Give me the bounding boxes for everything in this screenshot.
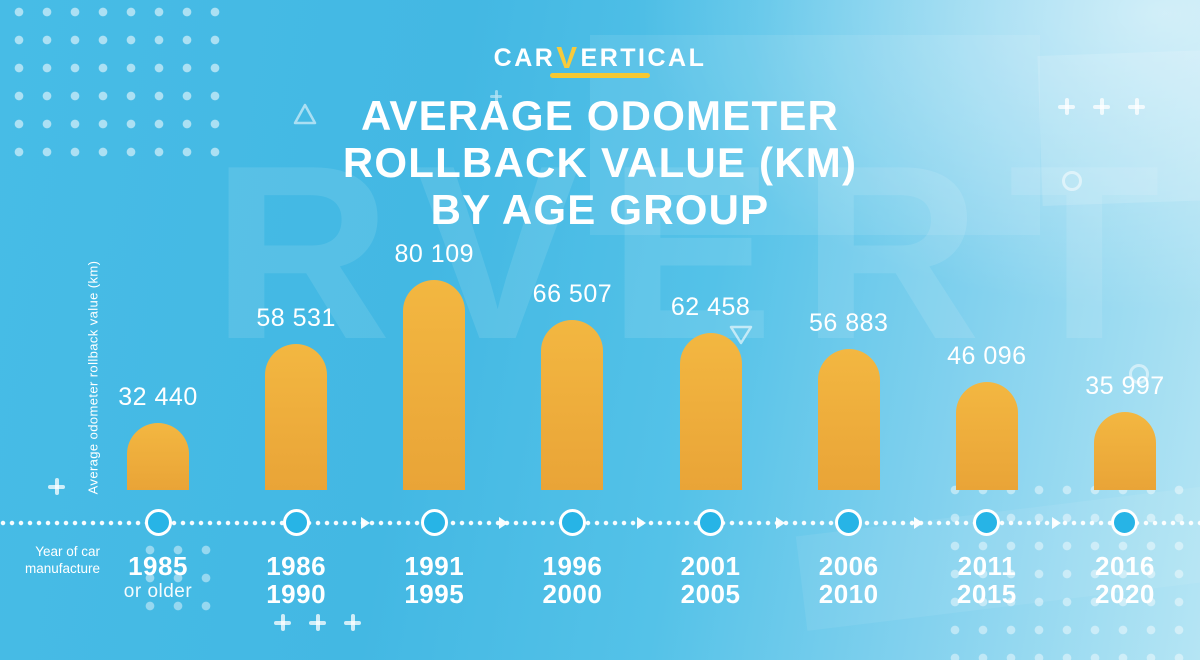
timeline-dot bbox=[1111, 509, 1139, 536]
x-category-bottom: 2020 bbox=[1095, 579, 1155, 609]
title-line-3: BY AGE GROUP bbox=[430, 186, 770, 233]
plus-icon bbox=[1058, 98, 1075, 115]
x-category-bottom: or older bbox=[123, 581, 193, 602]
plus-icon bbox=[309, 614, 326, 631]
bar-value-label: 46 096 bbox=[947, 342, 1027, 370]
x-category-top: 2016 bbox=[1095, 551, 1155, 581]
x-category-label: 2001 2005 bbox=[626, 552, 796, 608]
bar-value-label: 56 883 bbox=[808, 309, 889, 337]
timeline-dot bbox=[420, 509, 448, 536]
logo-car-text: CAR bbox=[493, 44, 556, 72]
logo-underline bbox=[550, 73, 650, 78]
circle-outline-icon bbox=[1129, 364, 1149, 384]
x-category-bottom: 2000 bbox=[542, 579, 603, 609]
carvertical-logo: CARVERTICAL bbox=[0, 38, 1200, 75]
arrow-right-icon bbox=[775, 517, 785, 529]
chart-bar bbox=[955, 382, 1018, 490]
plus-icon bbox=[344, 614, 361, 631]
x-category-top: 1996 bbox=[542, 551, 603, 581]
timeline-dot bbox=[973, 509, 1001, 536]
triangle-down-icon bbox=[729, 325, 753, 345]
chart-bar bbox=[541, 320, 604, 490]
triangle-up-icon bbox=[293, 103, 317, 125]
x-category-bottom: 1990 bbox=[266, 579, 327, 609]
x-category-label: 1996 2000 bbox=[487, 552, 657, 608]
arrow-right-icon bbox=[499, 517, 509, 529]
plus-icon bbox=[1128, 98, 1145, 115]
dot-grid-icon bbox=[136, 536, 222, 622]
timeline-dot bbox=[835, 509, 863, 536]
page-title: AVERAGE ODOMETER ROLLBACK VALUE (KM) BY … bbox=[0, 92, 1200, 233]
plus-icon bbox=[1093, 98, 1110, 115]
x-category-label: 1991 1995 bbox=[349, 552, 519, 608]
timeline-dot bbox=[697, 509, 725, 536]
x-category-label: 2016 2020 bbox=[1040, 552, 1200, 608]
light-band bbox=[590, 35, 1040, 235]
x-category-top: 1986 bbox=[266, 551, 327, 581]
bar-value-label: 66 507 bbox=[532, 280, 613, 308]
chart-bar bbox=[1093, 412, 1156, 490]
plus-icon bbox=[274, 614, 291, 631]
arrow-right-icon bbox=[1051, 517, 1061, 529]
dot-grid-icon bbox=[941, 476, 1193, 660]
chart-bar bbox=[679, 333, 742, 490]
x-category-bottom: 2015 bbox=[956, 579, 1017, 609]
timeline-dot bbox=[558, 509, 586, 536]
circle-outline-icon bbox=[1062, 171, 1082, 191]
arrow-right-icon bbox=[913, 517, 923, 529]
timeline-dotted-line bbox=[0, 520, 1200, 526]
x-axis-label: Year of car manufacture bbox=[24, 544, 100, 576]
plus-icon bbox=[490, 90, 502, 102]
bar-value-label: 35 997 bbox=[1085, 372, 1165, 400]
bar-value-label: 58 531 bbox=[256, 304, 336, 332]
chart-bar bbox=[403, 280, 466, 490]
x-category-bottom: 2005 bbox=[680, 579, 741, 609]
title-line-2: ROLLBACK VALUE (KM) bbox=[342, 139, 858, 186]
title-line-1: AVERAGE ODOMETER bbox=[360, 92, 840, 139]
x-category-top: 2001 bbox=[680, 551, 741, 581]
arrow-right-icon bbox=[361, 517, 371, 529]
bar-value-label: 62 458 bbox=[670, 293, 751, 321]
chart-bar bbox=[265, 344, 328, 490]
x-category-bottom: 1995 bbox=[404, 579, 465, 609]
x-category-label: 1985 or older bbox=[73, 552, 243, 604]
x-category-top: 1991 bbox=[404, 551, 465, 581]
plus-icon bbox=[48, 478, 65, 495]
brand-watermark-text: RVERT bbox=[212, 113, 1189, 391]
timeline-dot bbox=[282, 509, 310, 536]
bar-value-label: 32 440 bbox=[118, 383, 198, 411]
timeline-dot bbox=[144, 509, 172, 536]
x-category-label: 2006 2010 bbox=[764, 552, 934, 608]
x-category-top: 2011 bbox=[957, 551, 1017, 581]
x-category-bottom: 2010 bbox=[818, 579, 879, 609]
logo-ertical-text: ERTICAL bbox=[580, 44, 707, 72]
dot-grid-icon bbox=[5, 0, 235, 168]
x-category-top: 2006 bbox=[818, 551, 879, 581]
chart-bar bbox=[127, 423, 189, 490]
x-category-label: 2011 2015 bbox=[902, 552, 1072, 608]
arrow-right-icon bbox=[637, 517, 647, 529]
x-category-top: 1985 bbox=[128, 551, 188, 581]
logo-checkmark-v-icon: V bbox=[556, 40, 580, 75]
bar-value-label: 80 109 bbox=[394, 240, 474, 268]
x-category-label: 1986 1990 bbox=[211, 552, 381, 608]
chart-bar bbox=[817, 349, 880, 490]
